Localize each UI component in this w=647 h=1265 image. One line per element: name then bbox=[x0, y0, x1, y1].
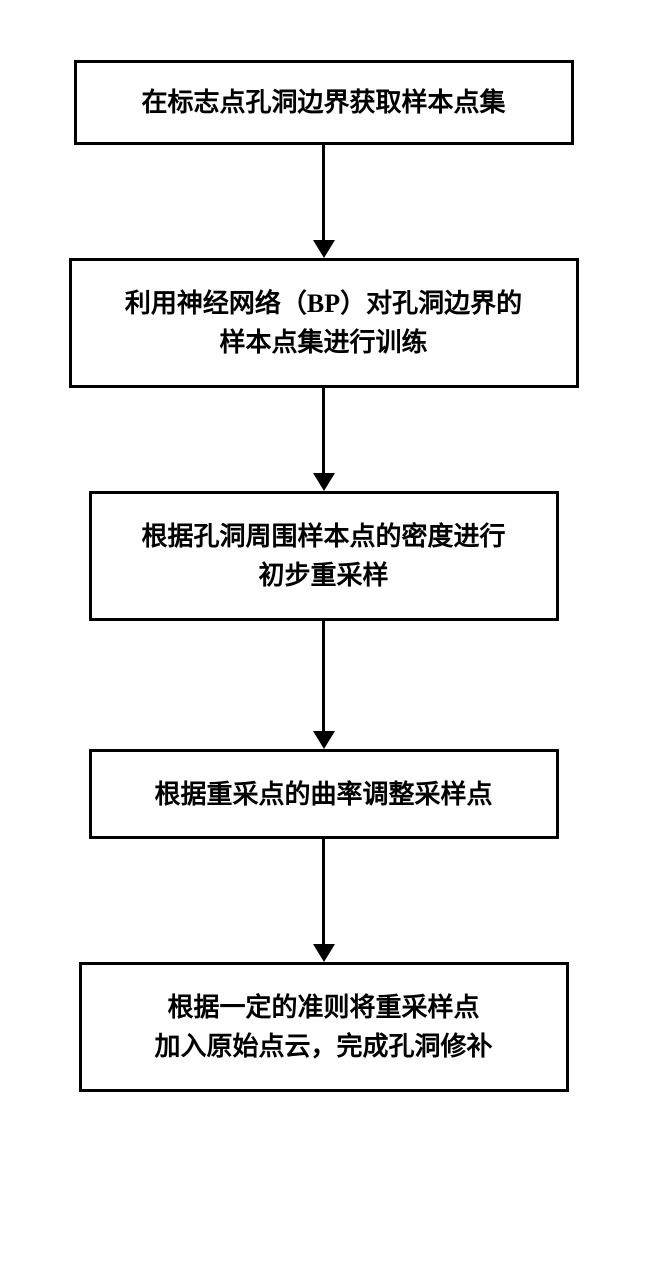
arrow-head-icon bbox=[313, 944, 335, 962]
flowchart-step-1: 在标志点孔洞边界获取样本点集 bbox=[74, 60, 574, 145]
step-5-label: 根据一定的准则将重采样点加入原始点云，完成孔洞修补 bbox=[154, 988, 492, 1066]
arrow-head-icon bbox=[313, 240, 335, 258]
arrow-4 bbox=[313, 839, 335, 962]
step-3-label: 根据孔洞周围样本点的密度进行初步重采样 bbox=[141, 517, 505, 595]
arrow-line bbox=[322, 388, 325, 473]
arrow-3 bbox=[313, 621, 335, 749]
arrow-line bbox=[322, 621, 325, 731]
step-1-label: 在标志点孔洞边界获取样本点集 bbox=[141, 83, 505, 122]
step-2-label: 利用神经网络（BP）对孔洞边界的样本点集进行训练 bbox=[125, 284, 522, 362]
flowchart-step-3: 根据孔洞周围样本点的密度进行初步重采样 bbox=[89, 491, 559, 621]
flowchart-step-5: 根据一定的准则将重采样点加入原始点云，完成孔洞修补 bbox=[79, 962, 569, 1092]
step-4-label: 根据重采点的曲率调整采样点 bbox=[154, 775, 492, 814]
flowchart-step-4: 根据重采点的曲率调整采样点 bbox=[89, 749, 559, 839]
arrow-1 bbox=[313, 145, 335, 258]
arrow-head-icon bbox=[313, 731, 335, 749]
flowchart-container: 在标志点孔洞边界获取样本点集 利用神经网络（BP）对孔洞边界的样本点集进行训练 … bbox=[0, 0, 647, 1092]
arrow-line bbox=[322, 145, 325, 240]
arrow-line bbox=[322, 839, 325, 944]
arrow-2 bbox=[313, 388, 335, 491]
arrow-head-icon bbox=[313, 473, 335, 491]
flowchart-step-2: 利用神经网络（BP）对孔洞边界的样本点集进行训练 bbox=[69, 258, 579, 388]
